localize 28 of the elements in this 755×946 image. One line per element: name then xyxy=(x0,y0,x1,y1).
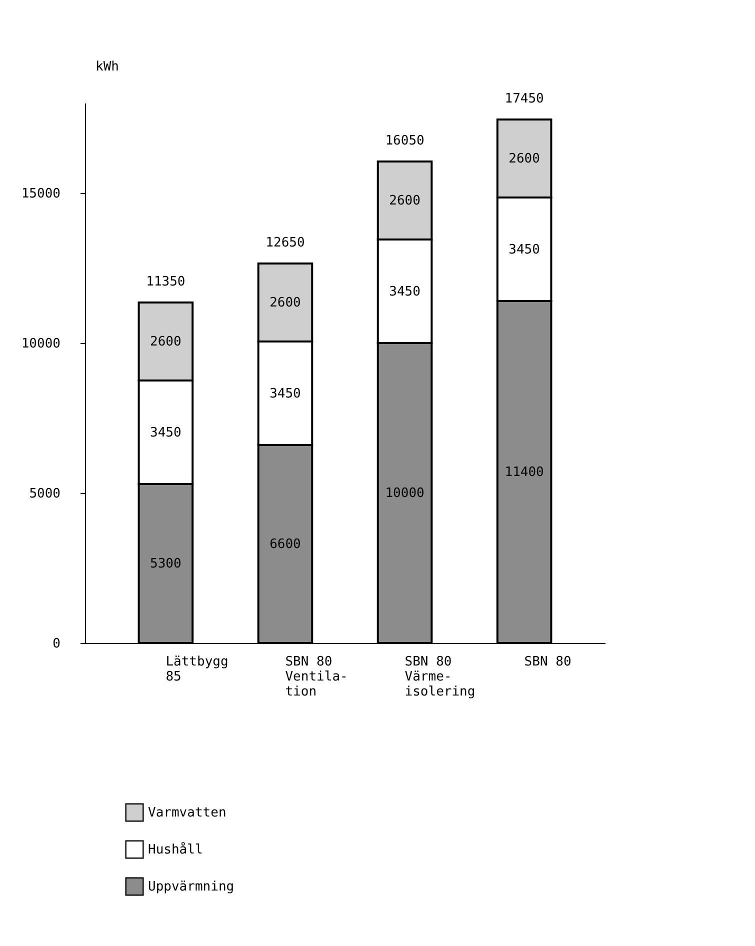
data-label: 5300 xyxy=(150,556,182,572)
x-tick-label: SBN 80 Ventila- tion xyxy=(285,654,348,700)
y-tick-label: 0 xyxy=(52,636,60,652)
data-label: 2600 xyxy=(270,296,301,310)
data-label: 6600 xyxy=(270,537,301,552)
data-label: 2600 xyxy=(150,334,182,350)
data-label: 2600 xyxy=(508,152,540,166)
total-label: 17450 xyxy=(504,92,544,106)
legend-label: Varmvatten xyxy=(148,806,226,820)
x-tick-label: SBN 80 Värme- isolering xyxy=(404,654,476,700)
total-label: 11350 xyxy=(146,274,186,290)
data-label: 3450 xyxy=(389,284,420,300)
x-tick-label: SBN 80 xyxy=(524,654,572,670)
data-label: 2600 xyxy=(389,194,420,208)
data-label: 10000 xyxy=(385,486,424,501)
data-label: 3450 xyxy=(508,242,540,258)
y-tick-label: 15000 xyxy=(21,186,60,202)
data-label: 3450 xyxy=(270,386,301,402)
y-tick-label: 10000 xyxy=(21,336,60,352)
legend-label: Uppvärmning xyxy=(148,880,234,894)
total-label: 16050 xyxy=(385,134,424,148)
y-axis-title: kWh xyxy=(96,60,119,74)
data-label: 11400 xyxy=(504,465,544,480)
data-label: 3450 xyxy=(150,425,182,440)
total-label: 12650 xyxy=(266,236,305,250)
legend-label: Hushåll xyxy=(148,842,203,858)
x-tick-label: Lättbygg 85 xyxy=(166,654,228,684)
y-tick-label: 5000 xyxy=(29,486,60,502)
